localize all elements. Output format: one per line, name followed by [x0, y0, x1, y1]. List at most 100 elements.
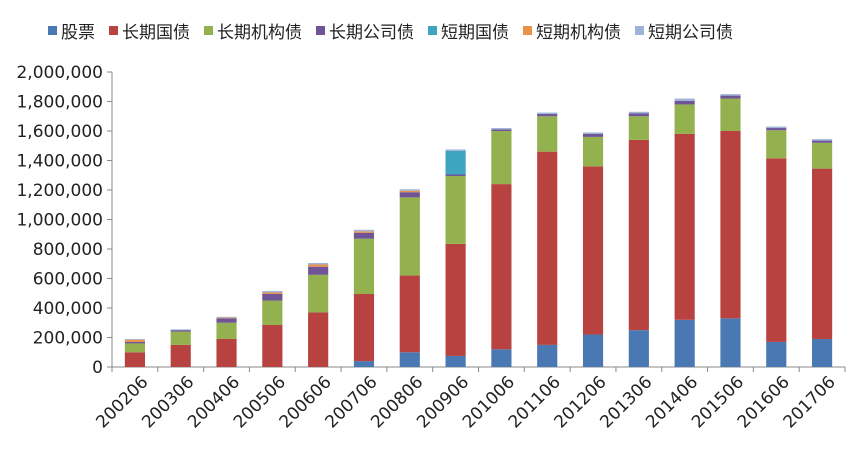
- bar-segment: [674, 104, 695, 134]
- bar-segment: [766, 128, 787, 131]
- bar-segment: [216, 322, 237, 339]
- bar-segment: [628, 111, 649, 114]
- legend-swatch: [428, 26, 437, 35]
- bar-segment: [720, 94, 741, 96]
- bar-segment: [812, 338, 833, 367]
- bar-segment: [124, 341, 145, 344]
- bar-segment: [262, 292, 283, 294]
- legend-swatch: [523, 26, 532, 35]
- y-axis: 0 200,000 400,000 600,000 800,000 1,000,000 1,…: [16, 63, 113, 378]
- bar-segment: [445, 243, 466, 356]
- legend-label: 短期国债: [441, 23, 509, 43]
- bar-segment: [628, 330, 649, 367]
- bar-segment: [308, 264, 329, 267]
- bar-segment: [399, 352, 420, 367]
- bar-segment: [491, 128, 512, 130]
- bar-segment: [170, 329, 191, 331]
- bar-segment: [445, 149, 466, 151]
- bar-segment: [216, 316, 237, 318]
- bar-segment: [537, 344, 558, 367]
- legend-swatch: [204, 26, 213, 35]
- bar-segment: [353, 361, 375, 367]
- bar-segment: [491, 349, 512, 367]
- bar-segment: [491, 184, 512, 350]
- legend-item-short-treasury: 短期国债: [428, 18, 509, 43]
- bar-segment: [582, 133, 604, 137]
- bar-segment: [491, 129, 512, 131]
- bar-segment: [308, 266, 329, 275]
- bar-segment: [582, 136, 604, 167]
- bar-segment: [628, 113, 649, 117]
- bar-segment: [766, 126, 787, 129]
- bar-segment: [720, 318, 741, 367]
- y-tick-label: 1,400,000: [16, 152, 103, 172]
- bar-segment: [353, 229, 375, 232]
- chart-legend: 股票 长期国债 长期机构债 长期公司债 短期国债 短期机构债 短期公司债: [48, 18, 733, 43]
- bar-segment: [353, 232, 375, 239]
- bar-segment: [216, 338, 237, 367]
- bar-segment: [537, 151, 558, 345]
- x-axis: 2002062003062004062005062006062007062008…: [92, 366, 846, 432]
- y-tick-label: 2,000,000: [16, 63, 103, 83]
- bar-segment: [812, 140, 833, 143]
- bar-segment: [445, 150, 466, 175]
- bar-segment: [308, 274, 329, 313]
- bar-segment: [170, 344, 191, 367]
- legend-item-long-treasury: 长期国债: [109, 18, 190, 43]
- bar-segment: [720, 98, 741, 131]
- y-tick-label: 800,000: [33, 240, 103, 260]
- bar-segment: [628, 139, 649, 331]
- y-tick-label: 1,200,000: [16, 181, 103, 201]
- bar-segment: [353, 231, 375, 233]
- bar-segment: [124, 352, 145, 367]
- legend-label: 股票: [61, 23, 95, 43]
- bar-segment: [766, 158, 787, 342]
- y-tick-label: 600,000: [33, 270, 103, 290]
- legend-label: 长期国债: [122, 23, 190, 43]
- legend-item-short-corporate: 短期公司债: [635, 18, 733, 43]
- bar-segment: [445, 174, 466, 176]
- bar-segment: [537, 116, 558, 152]
- bar-segment: [445, 175, 466, 244]
- y-tick-label: 200,000: [33, 329, 103, 349]
- bar-segment: [582, 334, 604, 367]
- bar-segment: [308, 263, 329, 265]
- legend-label: 长期机构债: [217, 23, 302, 43]
- bar-segment: [720, 131, 741, 319]
- bar-segment: [399, 197, 420, 276]
- legend-item-stocks: 股票: [48, 18, 95, 43]
- bar-segment: [674, 100, 695, 105]
- bar-segment: [399, 275, 420, 353]
- bar-segment: [216, 318, 237, 323]
- bar-segment: [445, 355, 466, 367]
- bar-segment: [124, 338, 145, 340]
- bar-segment: [216, 317, 237, 319]
- legend-label: 短期公司债: [648, 23, 733, 43]
- y-tick-label: 1,800,000: [16, 93, 103, 113]
- bar-segment: [812, 168, 833, 339]
- legend-swatch: [635, 26, 644, 35]
- legend-label: 短期机构债: [536, 23, 621, 43]
- legend-item-short-agency: 短期机构债: [523, 18, 621, 43]
- bar-segment: [262, 291, 283, 293]
- bar-segment: [399, 192, 420, 198]
- legend-label: 长期公司债: [329, 23, 414, 43]
- bar-segment: [766, 341, 787, 367]
- legend-swatch: [316, 26, 325, 35]
- bar-segment: [812, 142, 833, 169]
- bar-segment: [262, 293, 283, 301]
- bar-segment: [308, 312, 329, 367]
- y-tick-label: 0: [92, 358, 103, 378]
- y-tick-label: 1,000,000: [16, 211, 103, 231]
- legend-item-long-corporate: 长期公司债: [316, 18, 414, 43]
- legend-swatch: [48, 26, 57, 35]
- bar-segment: [124, 343, 145, 353]
- bar-segment: [720, 95, 741, 99]
- bar-segment: [674, 98, 695, 101]
- y-tick-label: 1,600,000: [16, 122, 103, 142]
- bar-segment: [537, 114, 558, 117]
- bar-segment: [582, 132, 604, 134]
- legend-item-long-agency: 长期机构债: [204, 18, 302, 43]
- bar-segment: [674, 133, 695, 320]
